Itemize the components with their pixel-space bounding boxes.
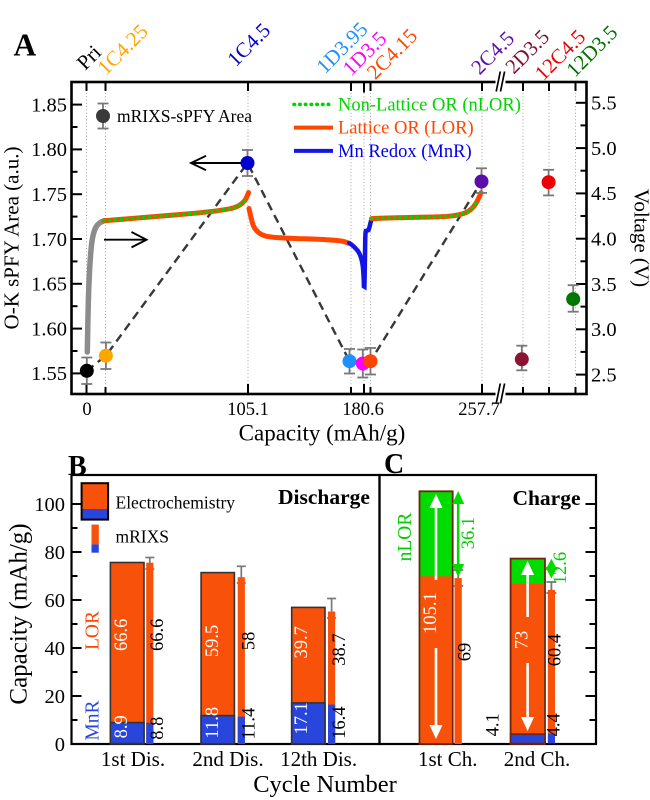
svg-text:Discharge: Discharge (278, 485, 370, 509)
svg-text:0: 0 (55, 734, 65, 756)
svg-text:60: 60 (45, 590, 66, 612)
svg-text:257.7: 257.7 (458, 400, 500, 420)
svg-text:LOR: LOR (83, 611, 104, 650)
svg-text:nLOR: nLOR (395, 513, 416, 562)
svg-text:4.4: 4.4 (545, 713, 565, 736)
svg-text:Capacity (mAh/g): Capacity (mAh/g) (239, 421, 406, 446)
svg-text:12th Dis.: 12th Dis. (280, 747, 357, 771)
svg-text:4.1: 4.1 (484, 713, 504, 736)
svg-text:Non-Lattice OR (nLOR): Non-Lattice OR (nLOR) (338, 95, 521, 115)
svg-text:4.0: 4.0 (591, 229, 617, 251)
svg-text:39.7: 39.7 (292, 626, 312, 658)
svg-text:0: 0 (82, 400, 91, 420)
svg-text:2nd Dis.: 2nd Dis. (192, 747, 263, 771)
svg-text:3.5: 3.5 (591, 274, 617, 296)
svg-text:A: A (14, 28, 37, 63)
svg-text:8.9: 8.9 (112, 715, 132, 738)
svg-text:11.4: 11.4 (240, 708, 260, 740)
svg-text:16.4: 16.4 (330, 707, 350, 739)
svg-text:105.1: 105.1 (227, 400, 269, 420)
svg-text:11.8: 11.8 (203, 707, 223, 739)
svg-text:69: 69 (456, 643, 476, 662)
svg-text:Charge: Charge (512, 486, 580, 510)
svg-text:1st Ch.: 1st Ch. (418, 747, 478, 771)
svg-text:O-K sPFY Area (a.u.): O-K sPFY Area (a.u.) (0, 147, 24, 330)
svg-text:66.6: 66.6 (112, 619, 132, 651)
svg-text:mRIXS: mRIXS (116, 527, 169, 547)
svg-text:1.75: 1.75 (31, 184, 67, 206)
svg-text:1.70: 1.70 (31, 229, 67, 251)
svg-text:105.1: 105.1 (421, 592, 441, 634)
svg-text:1st Dis.: 1st Dis. (101, 747, 165, 771)
svg-text:Voltage (V): Voltage (V) (630, 189, 650, 287)
svg-text:58: 58 (240, 632, 260, 651)
svg-text:MnR: MnR (83, 700, 104, 740)
svg-text:38.7: 38.7 (330, 633, 350, 665)
svg-text:180.6: 180.6 (342, 400, 384, 420)
svg-text:mRIXS-sPFY Area: mRIXS-sPFY Area (117, 106, 252, 126)
svg-text:66.6: 66.6 (148, 619, 168, 651)
svg-text:12.6: 12.6 (551, 552, 571, 584)
svg-text:Electrochemistry: Electrochemistry (116, 493, 236, 513)
svg-text:73: 73 (513, 631, 533, 650)
svg-text:8.8: 8.8 (148, 717, 168, 740)
svg-text:Cycle Number: Cycle Number (253, 771, 397, 798)
svg-text:4.5: 4.5 (591, 183, 617, 205)
svg-text:2nd Ch.: 2nd Ch. (504, 747, 571, 771)
svg-text:80: 80 (45, 542, 66, 564)
svg-text:59.5: 59.5 (203, 625, 223, 657)
svg-text:Lattice OR (LOR): Lattice OR (LOR) (338, 119, 474, 139)
svg-text:1.80: 1.80 (31, 139, 67, 161)
svg-text:B: B (68, 451, 87, 482)
svg-text:1.55: 1.55 (31, 363, 67, 385)
svg-text:1.60: 1.60 (31, 318, 67, 340)
svg-text:Mn Redox (MnR): Mn Redox (MnR) (338, 142, 472, 162)
svg-text:17.1: 17.1 (292, 702, 312, 734)
svg-text:C: C (384, 449, 404, 480)
svg-text:5.5: 5.5 (591, 93, 617, 115)
svg-text:36.1: 36.1 (459, 517, 479, 549)
svg-text:3.0: 3.0 (591, 319, 617, 341)
svg-text:1.85: 1.85 (31, 94, 67, 116)
svg-text:100: 100 (34, 494, 65, 516)
svg-text:1.65: 1.65 (31, 274, 67, 296)
svg-text:5.0: 5.0 (591, 138, 617, 160)
svg-text:60.4: 60.4 (546, 634, 566, 666)
svg-text:20: 20 (45, 686, 66, 708)
svg-text:Capacity (mAh/g): Capacity (mAh/g) (6, 523, 33, 704)
svg-text:40: 40 (45, 638, 66, 660)
svg-text:2.5: 2.5 (591, 364, 617, 386)
